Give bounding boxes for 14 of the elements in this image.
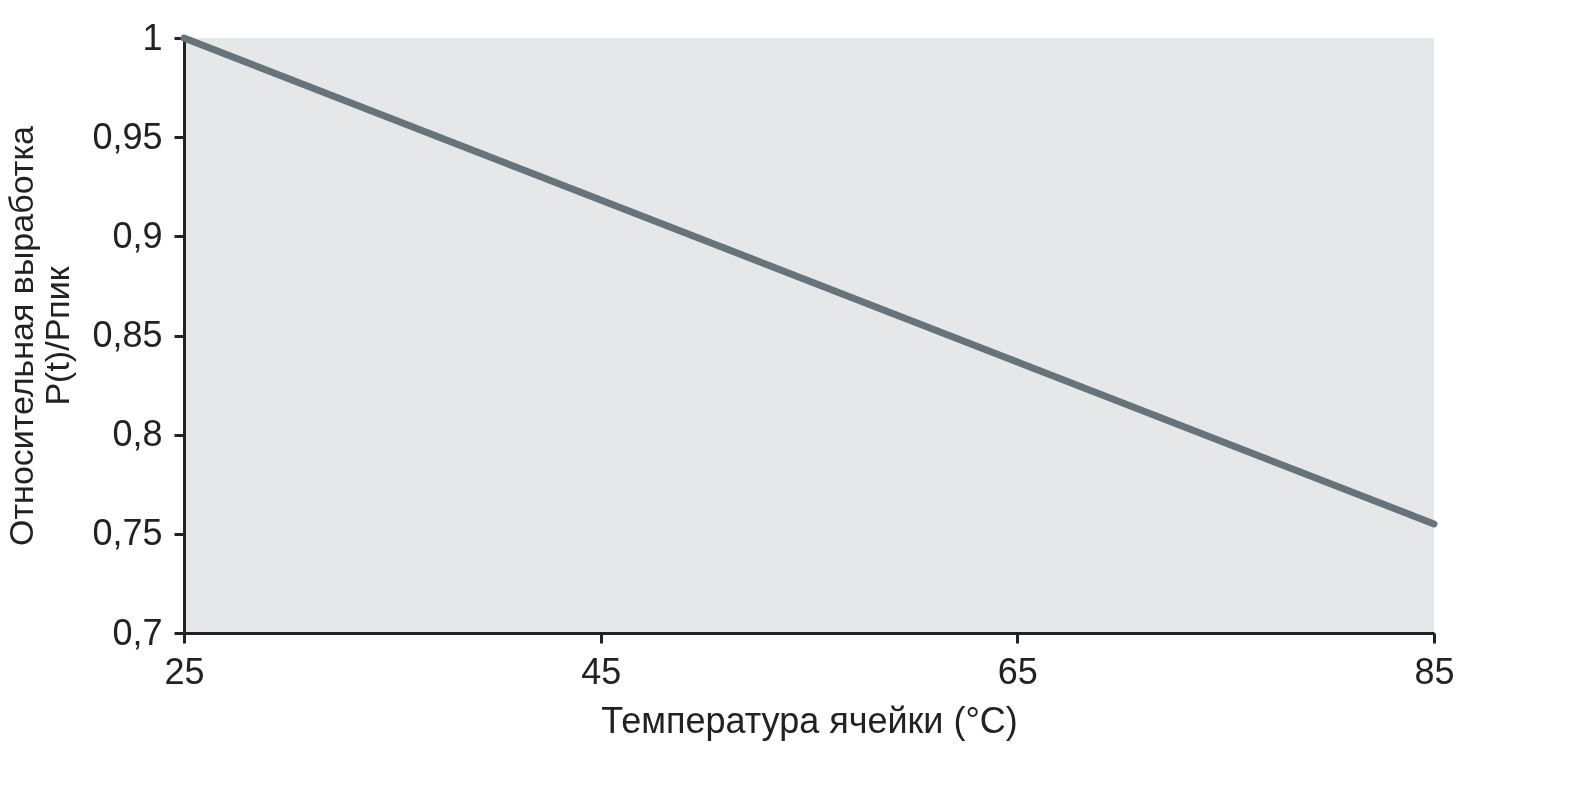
x-tick-label: 85 <box>1414 650 1455 692</box>
y-tick-label: 0,75 <box>92 512 163 554</box>
x-tick-label: 25 <box>164 650 205 692</box>
y-tick-label: 0,8 <box>112 413 163 455</box>
x-axis-title: Температура ячейки (°C) <box>601 699 1018 741</box>
text: Относительная выработка <box>2 126 41 546</box>
y-tick-label: 0,7 <box>112 611 163 653</box>
y-tick-label: 0,9 <box>112 214 163 256</box>
text: P(t)/Pпик <box>38 266 77 406</box>
x-tick-label: 65 <box>997 650 1038 692</box>
y-tick-label: 0,95 <box>92 115 163 157</box>
y-tick-label: 0,85 <box>92 314 163 355</box>
x-tick-label: 45 <box>581 650 622 692</box>
y-tick-label: 1 <box>142 16 163 58</box>
